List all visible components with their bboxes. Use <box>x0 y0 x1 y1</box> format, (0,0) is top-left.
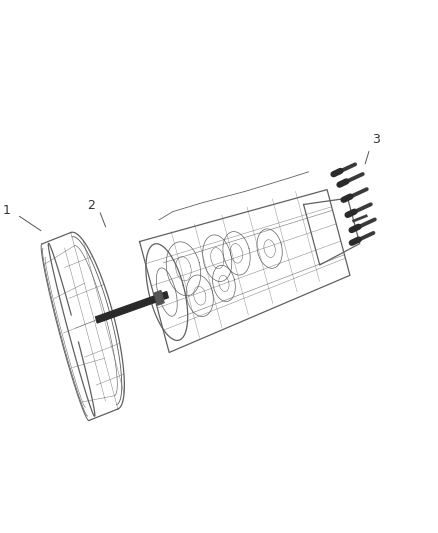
Polygon shape <box>95 292 168 323</box>
Text: 3: 3 <box>371 133 379 146</box>
Polygon shape <box>154 290 164 305</box>
Text: 1: 1 <box>3 204 11 217</box>
Text: 2: 2 <box>87 198 95 212</box>
